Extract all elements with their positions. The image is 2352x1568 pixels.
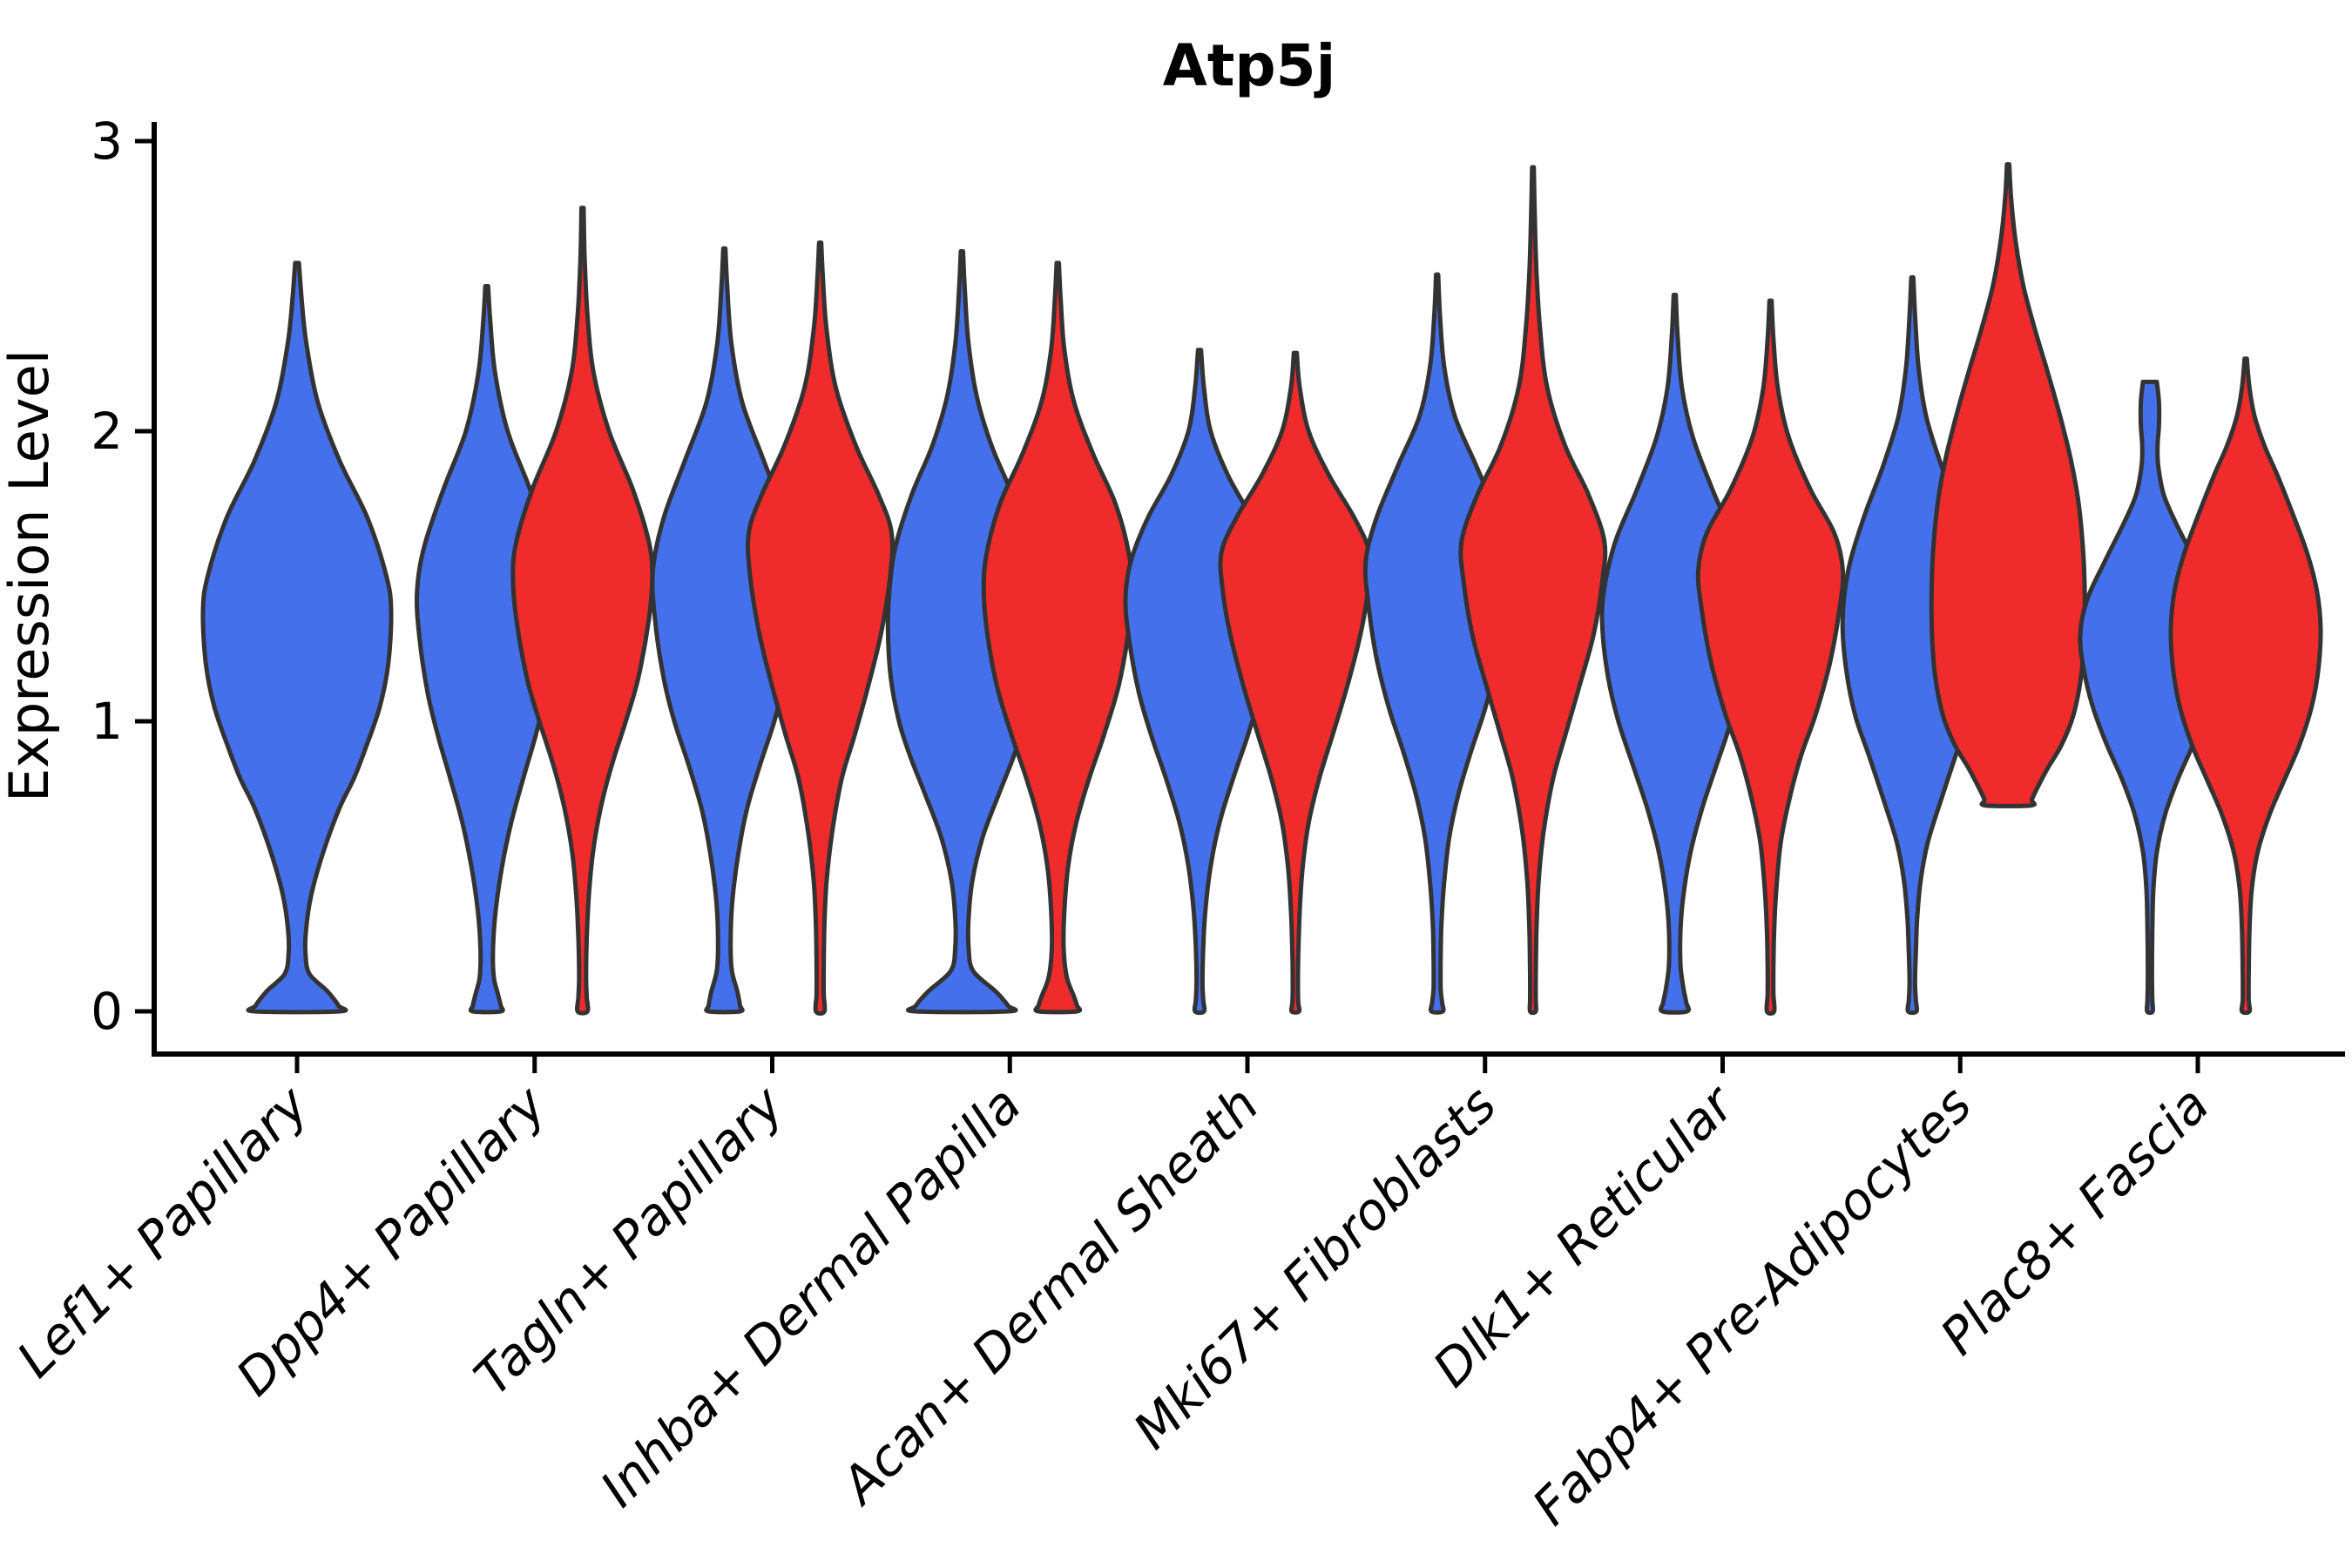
- x-tick-label-acan-dermal-sheath: Acan+ Dermal Sheath: [828, 1075, 1270, 1517]
- violin-fabp4-pre-adipocytes-red: [1929, 162, 2087, 808]
- y-axis-ticks: 0 1 2 3: [91, 112, 154, 1041]
- violin-mki67-fibroblasts-red: [1458, 165, 1608, 1016]
- y-tick-label-3: 3: [91, 112, 123, 171]
- violin-plac8-fascia-red: [2168, 356, 2323, 1016]
- violin-acan-dermal-sheath-red: [1218, 350, 1373, 1015]
- x-tick-label-inhba-dermal-papilla: Inhba+ Dermal Papilla: [589, 1075, 1032, 1518]
- violin-lef1-papillary-blue: [200, 260, 394, 1015]
- violin-dpp4-papillary-red: [510, 206, 655, 1016]
- violin-tagln-papillary-red: [746, 240, 895, 1016]
- violin-dlk1-reticular-red: [1695, 298, 1846, 1016]
- x-tick-label-fabp4-pre-adipocytes: Fabp4+ Pre-Adipocytes: [1521, 1075, 1983, 1537]
- violins-layer: [200, 162, 2323, 1016]
- y-tick-label-2: 2: [91, 402, 123, 461]
- violin-inhba-dermal-papilla-red: [981, 260, 1134, 1015]
- y-tick-label-1: 1: [91, 692, 123, 751]
- y-tick-label-0: 0: [91, 982, 123, 1041]
- y-axis-label: Expression Level: [0, 349, 61, 802]
- chart-title: Atp5j: [1163, 32, 1335, 99]
